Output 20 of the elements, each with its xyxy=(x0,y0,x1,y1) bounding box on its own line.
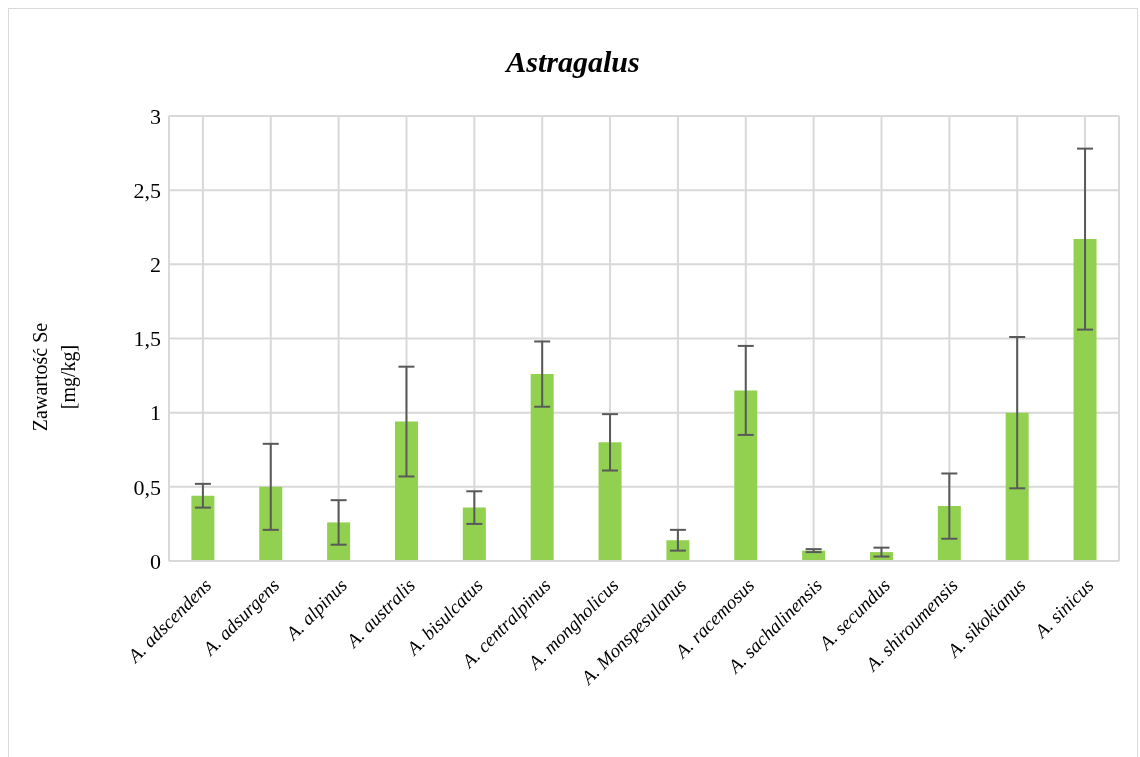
y-axis-title: Zawartość Se [mg/kg] xyxy=(28,321,81,434)
y-tick-label: 0,5 xyxy=(133,474,161,500)
y-tick-label: 0 xyxy=(150,548,161,574)
y-tick-label: 1,5 xyxy=(133,326,161,352)
bar xyxy=(734,390,758,561)
bar xyxy=(1073,239,1097,561)
bar xyxy=(394,421,418,561)
bar xyxy=(598,442,622,561)
bar xyxy=(530,374,554,561)
bar xyxy=(937,506,961,561)
y-tick-label: 1 xyxy=(150,400,161,426)
bar xyxy=(1005,412,1029,561)
chart-title: Astragalus xyxy=(503,45,641,79)
bar xyxy=(327,522,351,561)
bar xyxy=(191,495,215,561)
y-tick-label: 2,5 xyxy=(133,177,161,203)
bar xyxy=(259,486,283,561)
y-tick-label: 3 xyxy=(150,103,161,129)
y-tick-label: 2 xyxy=(150,252,161,278)
bar xyxy=(462,507,486,561)
